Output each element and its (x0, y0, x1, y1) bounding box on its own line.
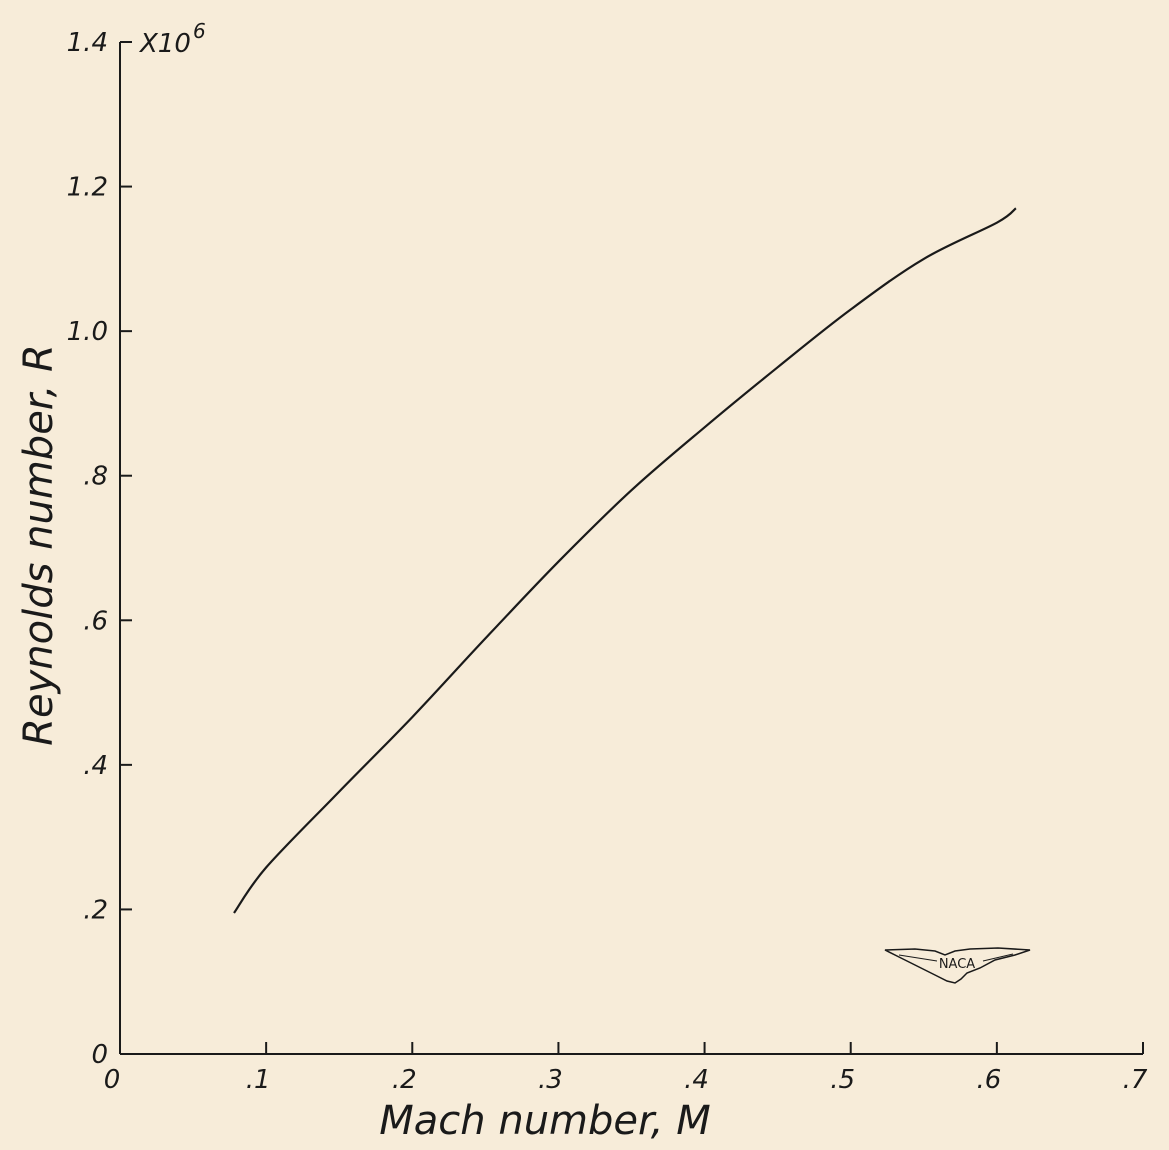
x-tick-label: .2 (392, 1065, 417, 1095)
tick-labels: 0 .1 .2 .3 .4 .5 .6 .7 0 .2 .4 .6 .8 1.0 1.2 1.4 (67, 28, 1148, 1095)
x-axis-title: Mach number, M (379, 1098, 710, 1144)
y-tick-label: 1.4 (67, 28, 108, 58)
y-tick-label: .4 (83, 751, 108, 781)
naca-wings-icon (884, 947, 1031, 984)
y-tick-label: 1.0 (67, 317, 108, 347)
y-tick-label: 1.2 (67, 173, 108, 203)
y-tick-label: .8 (83, 462, 108, 492)
naca-logo: NACA (884, 947, 1031, 984)
y-multiplier-exponent: 6 (193, 19, 206, 43)
x-tick-label: .1 (246, 1065, 271, 1095)
y-multiplier-base: X10 (138, 29, 191, 59)
x-tick-label: .4 (684, 1065, 709, 1095)
y-tick-label: 0 (91, 1040, 108, 1070)
axes (119, 42, 1143, 1055)
reynolds-curve (233, 207, 1017, 914)
y-tick-label: .2 (83, 895, 108, 925)
naca-logo-text: NACA (939, 957, 975, 972)
x-tick-label: .3 (538, 1065, 563, 1095)
x-tick-label: 0 (104, 1065, 121, 1095)
y-axis-title: Reynolds number, R (16, 344, 62, 746)
series (233, 207, 1017, 914)
ticks (120, 41, 1144, 1054)
y-tick-label: .6 (83, 606, 108, 636)
x-tick-label: .6 (976, 1065, 1001, 1095)
x-tick-label: .7 (1123, 1065, 1148, 1095)
naca-wing-line (898, 953, 1014, 962)
x-tick-label: .5 (830, 1065, 855, 1095)
y-multiplier-label: X10 6 (138, 19, 206, 59)
